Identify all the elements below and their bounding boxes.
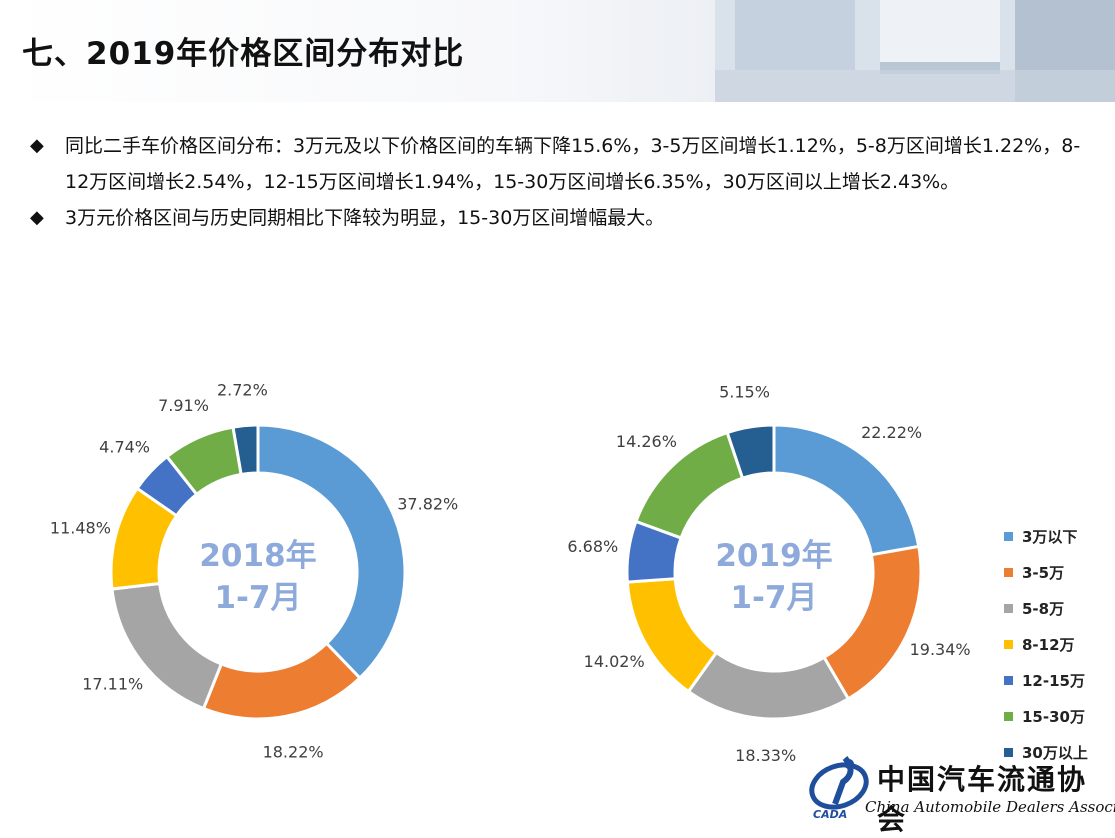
donut-center-label: 2018年 <box>199 538 316 574</box>
donut-charts: 37.82% 18.22% 17.11% 11.48% 4.74% 7.91% 2.72% 2… <box>50 381 971 765</box>
slice-value-label: 22.22% <box>861 423 922 442</box>
donut-center-label: 2019年 <box>715 538 832 574</box>
legend-label: 3万以下 <box>1022 527 1078 546</box>
bullet-item: ◆ 同比二手车价格区间分布：3万元及以下价格区间的车辆下降15.6%，3-5万区… <box>30 128 1090 200</box>
slice-value-label: 19.34% <box>910 640 971 659</box>
diamond-icon: ◆ <box>30 135 44 156</box>
legend-swatch <box>1004 747 1013 757</box>
bullet-item: ◆ 3万元价格区间与历史同期相比下降较为明显，15-30万区间增幅最大。 <box>30 200 1090 236</box>
legend-swatch <box>1004 711 1013 721</box>
donut-center-label: 1-7月 <box>730 580 817 616</box>
slice-value-label: 2.72% <box>217 381 268 400</box>
cada-logo-mark: CADA <box>809 756 869 821</box>
bullet-text: 3万元价格区间与历史同期相比下降较为明显，15-30万区间增幅最大。 <box>65 207 665 229</box>
donut-slice <box>686 650 851 721</box>
legend-item: 12-15万 <box>1004 662 1088 698</box>
legend-label: 5-8万 <box>1022 599 1065 618</box>
legend-swatch <box>1004 531 1013 541</box>
chart-legend: 3万以下 3-5万 5-8万 8-12万 12-15万 15-30万 30万以上 <box>1004 518 1088 770</box>
donut-slice <box>201 641 362 721</box>
slice-value-label: 5.15% <box>719 382 770 401</box>
donut-center-label: 1-7月 <box>214 580 301 616</box>
legend-label: 3-5万 <box>1022 563 1065 582</box>
slice-value-label: 4.74% <box>99 438 150 457</box>
cada-logo: CADA 中国汽车流通协会 China Automobile Dealers A… <box>805 752 1115 836</box>
slice-value-label: 14.26% <box>616 432 677 451</box>
diamond-icon: ◆ <box>30 207 44 228</box>
slice-value-label: 14.02% <box>584 652 645 671</box>
legend-swatch <box>1004 675 1013 685</box>
legend-item: 3万以下 <box>1004 518 1088 554</box>
legend-label: 8-12万 <box>1022 635 1075 654</box>
slice-value-label: 7.91% <box>158 396 209 415</box>
svg-text:CADA: CADA <box>813 808 847 821</box>
slice-value-label: 18.33% <box>735 746 796 765</box>
logo-english-name: China Automobile Dealers Association <box>865 798 1115 816</box>
slice-value-label: 18.22% <box>263 743 324 762</box>
slice-value-label: 11.48% <box>50 519 111 538</box>
bullet-text: 同比二手车价格区间分布：3万元及以下价格区间的车辆下降15.6%，3-5万区间增… <box>65 135 1081 193</box>
header-banner: 七、2019年价格区间分布对比 <box>0 0 1115 102</box>
legend-item: 8-12万 <box>1004 626 1088 662</box>
donut-slice <box>256 423 407 681</box>
legend-swatch <box>1004 567 1013 577</box>
legend-label: 15-30万 <box>1022 707 1085 726</box>
legend-item: 30万以上 <box>1004 734 1088 770</box>
donut-slice <box>231 423 260 477</box>
legend-swatch <box>1004 603 1013 613</box>
logo-chinese-name: 中国汽车流通协会 <box>877 763 1088 836</box>
donut-slice <box>772 423 921 557</box>
slice-value-label: 17.11% <box>82 674 143 693</box>
slice-value-label: 6.68% <box>567 537 618 556</box>
legend-label: 12-15万 <box>1022 671 1085 690</box>
legend-item: 5-8万 <box>1004 590 1088 626</box>
donut-slice <box>725 423 776 481</box>
legend-item: 3-5万 <box>1004 554 1088 590</box>
summary-text: ◆ 同比二手车价格区间分布：3万元及以下价格区间的车辆下降15.6%，3-5万区… <box>30 128 1090 236</box>
legend-item: 15-30万 <box>1004 698 1088 734</box>
header-decoration-image <box>715 0 1115 102</box>
donut-slice <box>822 544 923 701</box>
legend-swatch <box>1004 639 1013 649</box>
slice-value-label: 37.82% <box>397 495 458 514</box>
legend-label: 30万以上 <box>1022 743 1088 762</box>
page-title: 七、2019年价格区间分布对比 <box>22 36 465 72</box>
